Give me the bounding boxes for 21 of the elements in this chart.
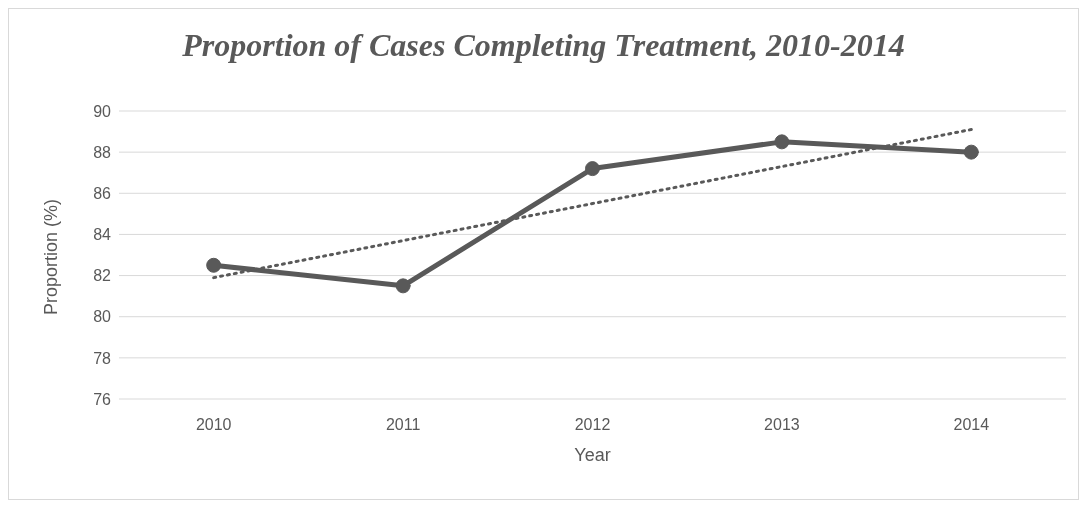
y-axis-title: Proportion (%) bbox=[41, 198, 62, 315]
point bbox=[774, 134, 790, 150]
y-tick-label: 76 bbox=[93, 390, 112, 408]
point bbox=[963, 144, 979, 160]
y-tick-label: 90 bbox=[93, 102, 112, 120]
point bbox=[585, 161, 600, 177]
x-tick-label: 2012 bbox=[574, 416, 611, 434]
x-tick-label: 2013 bbox=[764, 416, 800, 434]
x-tick-label: 2010 bbox=[195, 416, 232, 434]
y-tick-label: 84 bbox=[93, 226, 112, 244]
y-tick-label: 78 bbox=[93, 349, 112, 367]
x-axis-title: Year bbox=[574, 445, 611, 465]
y-tick-label: 80 bbox=[93, 308, 112, 326]
x-tick-label: 2014 bbox=[953, 416, 990, 434]
y-tick-label: 82 bbox=[93, 267, 112, 285]
y-tick-label: 88 bbox=[93, 143, 112, 161]
chart-title: Proportion of Cases Completing Treatment, 2010-2014 bbox=[181, 27, 906, 64]
x-tick-label: 2011 bbox=[385, 416, 421, 434]
point bbox=[206, 257, 222, 273]
point bbox=[395, 278, 411, 294]
y-tick-label: 86 bbox=[93, 184, 112, 202]
